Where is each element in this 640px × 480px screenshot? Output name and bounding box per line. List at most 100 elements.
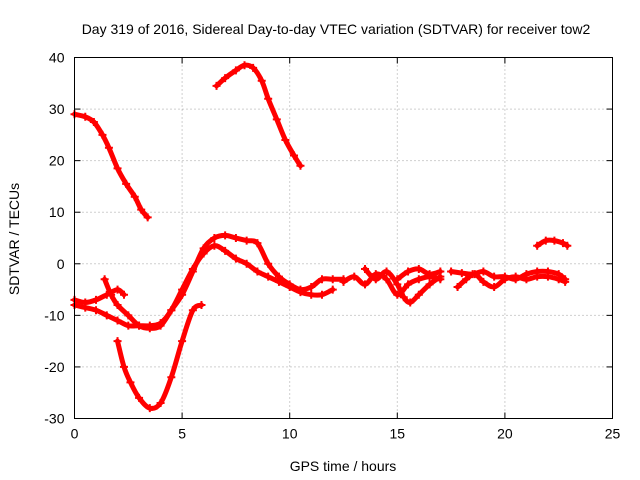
plot-frame (74, 57, 613, 419)
data-point (167, 373, 176, 382)
data-point (425, 270, 434, 279)
y-axis-label: SDTVAR / TECUs (6, 183, 22, 295)
y-tick-label: 10 (49, 204, 65, 220)
data-point (130, 192, 139, 201)
data-point (113, 285, 122, 294)
data-point (253, 267, 262, 276)
data-point (296, 285, 305, 294)
series-arc-12 (533, 236, 572, 250)
data-point (559, 239, 568, 248)
data-point (500, 275, 509, 284)
data-point (113, 301, 122, 310)
data-point (479, 277, 488, 286)
data-point (113, 316, 122, 325)
x-axis-label: GPS time / hours (290, 458, 397, 474)
data-point (113, 337, 122, 346)
data-point (272, 115, 281, 124)
data-point (92, 295, 101, 304)
data-point (307, 282, 316, 291)
series-arc-9 (393, 264, 445, 284)
data-point (414, 290, 423, 299)
data-point (102, 311, 111, 320)
data-point (242, 236, 251, 245)
y-tick-label: 30 (49, 101, 65, 117)
data-point (89, 117, 98, 126)
x-tick-labels: 0 5 10 15 20 25 (71, 426, 621, 442)
data-point (124, 311, 133, 320)
data-point (242, 259, 251, 268)
data-point (281, 136, 290, 145)
data-point (212, 81, 221, 90)
data-point (119, 362, 128, 371)
series-band (341, 271, 443, 298)
data-point (470, 270, 479, 279)
data-point (274, 272, 283, 281)
data-point (522, 275, 531, 284)
chart-title: Day 319 of 2016, Sidereal Day-to-day VTE… (82, 21, 591, 37)
data-point (511, 272, 520, 281)
data-point (92, 306, 101, 315)
data-point (197, 301, 206, 310)
data-point (135, 393, 144, 402)
data-point (543, 272, 552, 281)
data-point (221, 74, 230, 83)
data-point (533, 272, 542, 281)
series-arc-7 (339, 270, 445, 299)
data-point (81, 298, 90, 307)
data-point (554, 275, 563, 284)
data-point (462, 275, 471, 284)
data-point (296, 161, 305, 170)
data-point (145, 404, 154, 413)
data-point (406, 298, 415, 307)
series-arc-3 (113, 301, 206, 413)
data-point (231, 254, 240, 263)
data-point (533, 241, 542, 250)
data-point (479, 267, 488, 276)
data-point (382, 275, 391, 284)
data-point (145, 324, 154, 333)
data-point (541, 236, 550, 245)
y-tick-label: 0 (57, 256, 65, 272)
data-point (317, 275, 326, 284)
data-point (126, 378, 135, 387)
x-tick-label: 5 (178, 426, 186, 442)
series-arc-2 (212, 61, 305, 170)
series-arc-5 (100, 231, 348, 333)
data-point (490, 282, 499, 291)
data-point (382, 267, 391, 276)
data-point (122, 179, 131, 188)
data-point (563, 241, 572, 250)
x-tick-label: 20 (497, 426, 513, 442)
data-point (404, 280, 413, 289)
y-tick-labels: -30 -20 -10 0 10 20 30 40 (44, 50, 64, 427)
data-point (457, 269, 466, 278)
data-point (361, 264, 370, 273)
data-point (119, 290, 128, 299)
data-point (328, 285, 337, 294)
y-tick-label: 20 (49, 153, 65, 169)
x-tick-label: 0 (71, 426, 79, 442)
data-point (350, 272, 359, 281)
data-point (188, 306, 197, 315)
data-point (104, 143, 113, 152)
series-arc-8 (361, 264, 445, 307)
data-point (290, 151, 299, 160)
data-point (98, 130, 107, 139)
data-point (490, 272, 499, 281)
data-point (447, 267, 456, 276)
data-point (436, 267, 445, 276)
data-point (307, 290, 316, 299)
data-point (240, 61, 249, 70)
y-tick-label: 40 (49, 50, 65, 66)
data-point (285, 280, 294, 289)
data-point (100, 275, 109, 284)
data-point (393, 275, 402, 284)
data-point (453, 282, 462, 291)
data-point (188, 267, 197, 276)
data-point (561, 277, 570, 286)
data-point (221, 246, 230, 255)
data-point (135, 321, 144, 330)
data-point (231, 234, 240, 242)
